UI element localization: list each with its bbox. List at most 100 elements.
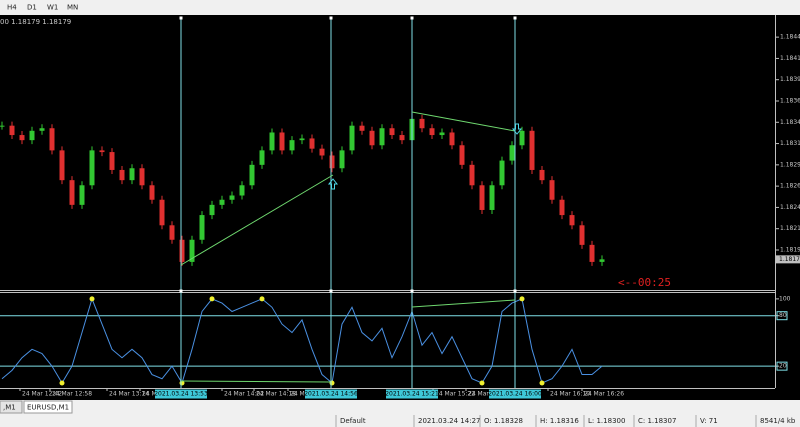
candle-body [149, 185, 155, 200]
candle-body [389, 128, 395, 136]
time-label: 24 Mar 12:42 [22, 391, 62, 398]
candle-body [0, 125, 5, 127]
indicator-tick-label: 20 [779, 363, 787, 370]
candle-body [349, 125, 355, 151]
price-tick-label: 1.18440 [780, 34, 800, 41]
candle-body [29, 130, 35, 141]
status-field: Default [340, 417, 366, 425]
trend-line[interactable] [411, 111, 516, 132]
candle-body [109, 152, 115, 170]
extreme-dot [209, 296, 215, 302]
price-tick-label: 1.18415 [780, 55, 800, 62]
candle-body [129, 168, 135, 181]
cursor-time-box [489, 389, 541, 399]
line-handle[interactable] [179, 16, 183, 20]
timeframe-button[interactable]: MN [67, 4, 78, 12]
line-handle[interactable] [329, 16, 333, 20]
candle-body [299, 138, 305, 141]
extreme-dot [259, 296, 265, 302]
candle-body [449, 132, 455, 146]
timeframe-button[interactable]: D1 [27, 4, 37, 12]
candle-body [269, 132, 275, 151]
candle-body [379, 128, 385, 146]
cursor-time-box [155, 389, 207, 399]
candle-body [599, 259, 605, 262]
price-tick-label: 1.18340 [780, 119, 800, 126]
candle-body [429, 128, 435, 136]
cursor-time-label: 2021.03.24 14:56 [304, 391, 358, 398]
chart-tab-label[interactable]: ,M1 [3, 404, 16, 412]
candle-body [419, 118, 425, 129]
price-tick-label: 1.18190 [780, 246, 800, 253]
candle-body [529, 130, 535, 170]
candle-body [319, 148, 325, 156]
line-handle[interactable] [410, 16, 414, 20]
candle-body [589, 244, 595, 262]
candle-body [59, 150, 65, 181]
price-pane [0, 15, 775, 290]
candle-body [569, 215, 575, 226]
trend-line[interactable] [180, 174, 334, 266]
price-tick-label: 1.18315 [780, 140, 800, 147]
candle-body [329, 155, 335, 169]
candle-body [79, 185, 85, 205]
time-label: 24 Mar 15:38 [468, 391, 508, 398]
time-label: 24 Mar 15:22 [435, 391, 475, 398]
extreme-dot [59, 380, 65, 386]
price-header: 00 1.18179 1.18179 [0, 18, 71, 26]
candle-body [19, 135, 25, 141]
candle-body [489, 185, 495, 210]
candle-body [539, 169, 545, 181]
cursor-time-label: 2021.03.24 15:21 [385, 391, 439, 398]
status-field: L: 1.18300 [588, 417, 625, 425]
trend-line[interactable] [180, 380, 331, 383]
line-handle[interactable] [410, 289, 414, 293]
chart-tab[interactable] [0, 400, 23, 414]
candle-body [369, 130, 375, 146]
candle-body [49, 128, 55, 151]
candle-body [559, 199, 565, 216]
candle-body [439, 132, 445, 136]
level-box [776, 311, 788, 321]
status-field: 8541/4 kb [760, 417, 796, 425]
price-tick-label: 1.18365 [780, 97, 800, 104]
price-tick-label: 1.18290 [780, 161, 800, 168]
candle-body [459, 145, 465, 165]
price-tick-label: 1.18240 [780, 204, 800, 211]
candle-body [259, 150, 265, 165]
line-handle[interactable] [513, 289, 517, 293]
candle-body [159, 199, 165, 226]
candle-body [469, 164, 475, 186]
extreme-dot [539, 380, 545, 386]
indicator-tick-label: 100 [779, 295, 791, 302]
time-label: 24 Mar 12:58 [52, 391, 92, 398]
up-arrow [327, 178, 339, 190]
candle-body [199, 215, 205, 240]
status-field: O: 1.18328 [484, 417, 523, 425]
down-arrow [511, 123, 523, 135]
candle-body [99, 150, 105, 153]
chart-tab-label[interactable]: EURUSD,M1 [27, 404, 69, 412]
toolbar [0, 0, 800, 15]
candle-body [359, 125, 365, 131]
timeframe-button[interactable]: W1 [47, 4, 58, 12]
time-label: 24 Mar 16:10 [550, 391, 590, 398]
tab-bar [0, 400, 800, 414]
trend-line[interactable] [411, 299, 516, 308]
timeframe-button[interactable]: H4 [7, 4, 17, 12]
cursor-time-label: 2021.03.24 16:00 [488, 391, 542, 398]
cursor-time-label: 2021.03.24 13:53 [154, 391, 208, 398]
level-box [776, 361, 788, 371]
line-handle[interactable] [179, 289, 183, 293]
line-handle[interactable] [513, 16, 517, 20]
candle-body [179, 239, 185, 262]
line-handle[interactable] [329, 289, 333, 293]
chart-tab[interactable] [23, 400, 73, 414]
cursor-time-box [386, 389, 438, 399]
candle-body [279, 132, 285, 151]
time-label: 24 Mar 14:18 [256, 391, 296, 398]
candle-body [519, 130, 525, 146]
candle-body [69, 180, 75, 205]
cursor-time-box [305, 389, 357, 399]
